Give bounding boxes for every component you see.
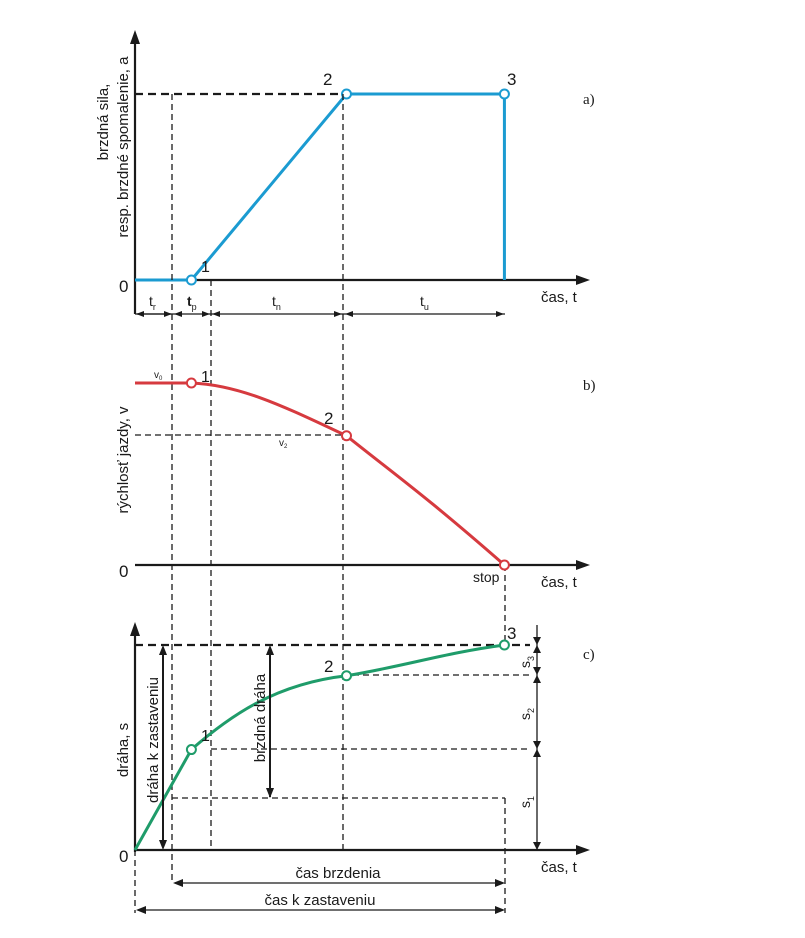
- arrowhead-icon: [266, 645, 274, 655]
- panel-a-x-label: čas, t: [541, 289, 578, 306]
- panel-c-point-2-label: 2: [324, 657, 333, 676]
- panel-c-label: c): [583, 647, 595, 663]
- panel-c-y-arrow: [130, 622, 140, 636]
- arrowhead-icon: [173, 879, 183, 887]
- panel-a-point-3-label: 3: [507, 70, 516, 89]
- interval-tu-label: tu: [420, 293, 429, 312]
- arrowhead-icon: [533, 667, 541, 675]
- panel-a-point-2-label: 2: [323, 70, 332, 89]
- panel-c-x-label: čas, t: [541, 859, 578, 876]
- panel-c-point-2: [341, 670, 352, 682]
- arrowhead-icon: [345, 311, 353, 317]
- arrowhead-icon: [533, 749, 541, 757]
- arrowhead-icon: [159, 645, 167, 655]
- arrowhead-icon: [496, 311, 504, 317]
- panel-b-stop-point: [498, 559, 510, 571]
- panel-a-label: a): [583, 92, 595, 108]
- panel-b-v0-label: v0: [154, 370, 163, 382]
- panel-b-v2-label: v2: [279, 438, 288, 450]
- arrowhead-icon: [212, 311, 220, 317]
- panel-b-stop-label: stop: [473, 569, 500, 585]
- arrowhead-icon: [164, 311, 172, 317]
- panel-a-y-label-line-1: brzdná sila,: [95, 84, 112, 161]
- panel-a-point-2: [341, 88, 352, 100]
- panel-a-force-line: [135, 92, 506, 282]
- arrowhead-icon: [159, 840, 167, 850]
- panel-c-point-1: [185, 744, 197, 756]
- arrowhead-icon: [202, 311, 210, 317]
- panel-c-x-arrow: [576, 845, 590, 855]
- panel-b-y-label: rýchlosť jazdy, v: [115, 406, 132, 514]
- arrowhead-icon: [533, 645, 541, 653]
- s3-label: s3: [517, 656, 536, 668]
- arrowhead-icon: [174, 311, 182, 317]
- panel-c-point-3: [498, 639, 510, 651]
- panel-b-x-label: čas, t: [541, 574, 578, 591]
- panel-c-y-label: dráha, s: [115, 723, 132, 777]
- panel-a-y-label-line-2: resp. brzdné spomalenie, a: [115, 56, 132, 238]
- panel-c: s3 s2 s1 0 1 2 3 c) čas, t dráha, s dráh…: [115, 622, 595, 914]
- arrowhead-icon: [266, 788, 274, 798]
- panel-b-point-2-label: 2: [324, 409, 333, 428]
- panel-a-x-arrow: [576, 275, 590, 285]
- arrowhead-icon: [533, 637, 541, 645]
- panel-b-point-1-label: 1: [201, 369, 210, 386]
- panel-b: 0 1 2 b) čas, t stop v0 v2 rýchlosť jazd…: [115, 369, 596, 591]
- panel-a-y-arrow: [130, 30, 140, 44]
- panel-b-speed-curve: [135, 381, 506, 567]
- panel-b-label: b): [583, 378, 596, 394]
- arrowhead-icon: [533, 842, 541, 850]
- braking-distance-label: brzdná dráha: [252, 673, 269, 762]
- panel-a: 0 1 2 3 a) čas, t brzdná sila, resp. brz…: [95, 30, 595, 317]
- arrowhead-icon: [136, 311, 144, 317]
- panel-a-point-1-label: 1: [201, 259, 210, 276]
- panel-b-point-2: [341, 430, 352, 442]
- braking-time-label: čas brzdenia: [295, 865, 381, 882]
- arrowhead-icon: [533, 741, 541, 749]
- panel-c-point-1-label: 1: [201, 728, 210, 745]
- panel-c-origin-label: 0: [119, 847, 128, 866]
- panel-c-point-3-label: 3: [507, 624, 516, 643]
- s1-label: s1: [517, 796, 536, 808]
- arrowhead-icon: [136, 906, 146, 914]
- interval-tr-label: tr: [149, 293, 156, 312]
- panel-a-origin-label: 0: [119, 277, 128, 296]
- panel-b-origin-label: 0: [119, 562, 128, 581]
- arrowhead-icon: [334, 311, 342, 317]
- arrowhead-icon: [533, 675, 541, 683]
- arrowhead-icon: [495, 879, 505, 887]
- vertical-guides: [171, 94, 506, 883]
- panel-a-point-3: [498, 88, 510, 100]
- panel-a-point-1: [185, 274, 197, 286]
- interval-tn-label: tn: [272, 293, 281, 312]
- interval-tp-label: tp: [187, 293, 197, 312]
- stopping-time-label: čas k zastaveniu: [265, 892, 376, 909]
- arrowhead-icon: [495, 906, 505, 914]
- panel-b-x-arrow: [576, 560, 590, 570]
- stopping-distance-label: dráha k zastaveniu: [145, 677, 162, 803]
- s2-label: s2: [517, 708, 536, 720]
- panel-b-point-1: [185, 377, 197, 389]
